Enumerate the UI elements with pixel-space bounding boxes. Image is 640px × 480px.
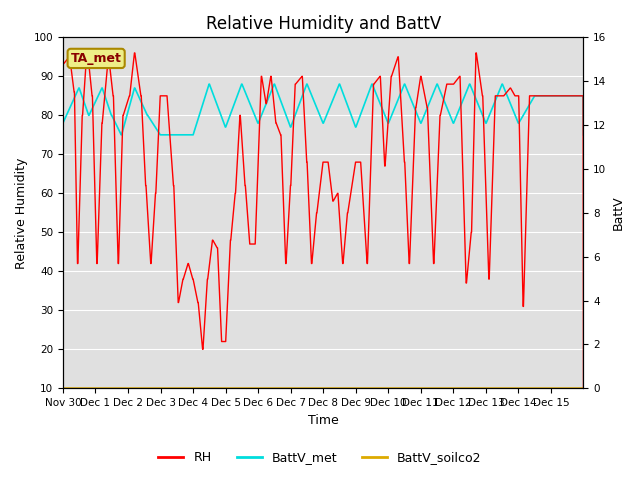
Y-axis label: Relative Humidity: Relative Humidity <box>15 157 28 268</box>
Y-axis label: BattV: BattV <box>612 195 625 230</box>
Legend: RH, BattV_met, BattV_soilco2: RH, BattV_met, BattV_soilco2 <box>154 446 486 469</box>
Title: Relative Humidity and BattV: Relative Humidity and BattV <box>205 15 441 33</box>
Text: TA_met: TA_met <box>70 52 122 65</box>
X-axis label: Time: Time <box>308 414 339 427</box>
